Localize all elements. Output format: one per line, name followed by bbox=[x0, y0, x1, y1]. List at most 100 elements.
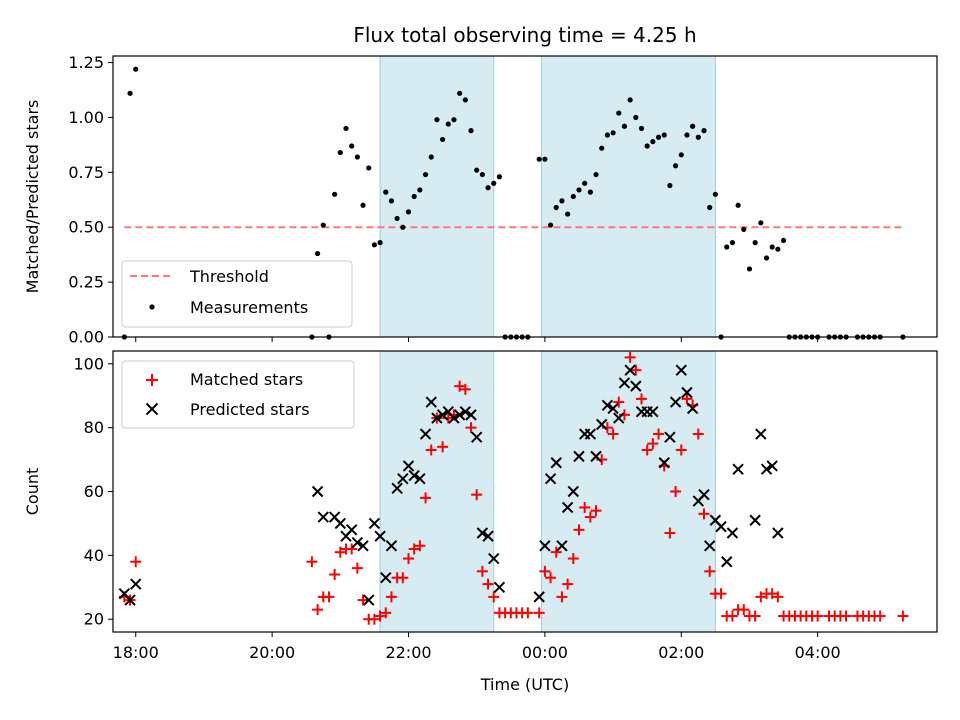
matched-star-marker bbox=[675, 444, 687, 456]
predicted-star-marker bbox=[493, 581, 506, 594]
measurement-point bbox=[633, 114, 639, 121]
measurement-point bbox=[672, 163, 679, 169]
measurement-point bbox=[582, 180, 588, 186]
x-tick-label: 02:00 bbox=[658, 643, 704, 662]
bottom-legend-predicted-swatch bbox=[145, 402, 159, 416]
measurement-point bbox=[553, 204, 559, 211]
measurement-point bbox=[621, 123, 628, 129]
matched-star-marker bbox=[323, 591, 335, 603]
bottom-legend: Matched stars Predicted stars bbox=[121, 360, 355, 429]
measurement-point bbox=[133, 66, 139, 72]
predicted-star-marker bbox=[311, 485, 324, 498]
predicted-star-marker bbox=[760, 463, 773, 475]
top-y-tick-label: 1.00 bbox=[68, 108, 104, 127]
matched-star-marker bbox=[897, 610, 909, 622]
measurement-point bbox=[400, 224, 406, 230]
matched-star-marker bbox=[635, 393, 647, 405]
predicted-star-marker bbox=[380, 572, 392, 584]
measurement-point bbox=[388, 198, 395, 204]
predicted-star-marker bbox=[630, 380, 642, 392]
predicted-star-marker bbox=[476, 527, 489, 539]
measurement-point bbox=[383, 189, 389, 195]
measurement-point bbox=[559, 198, 565, 204]
measurement-point bbox=[405, 209, 412, 215]
measurement-point bbox=[542, 156, 548, 162]
matched-star-marker bbox=[664, 527, 676, 539]
measurement-point bbox=[411, 193, 417, 200]
predicted-star-marker bbox=[368, 517, 381, 530]
measurement-point bbox=[468, 128, 474, 134]
top-y-tick-label: 0.75 bbox=[68, 163, 104, 182]
measurement-point bbox=[422, 171, 429, 178]
predicted-star-marker bbox=[732, 463, 744, 475]
measurement-point bbox=[655, 134, 662, 140]
matched-star-marker bbox=[380, 607, 392, 619]
measurement-point bbox=[769, 244, 775, 250]
matched-star-marker bbox=[414, 540, 426, 552]
predicted-star-marker bbox=[448, 412, 460, 424]
measurement-point bbox=[343, 125, 349, 132]
measurement-point bbox=[616, 110, 622, 116]
measurement-point bbox=[746, 266, 753, 272]
x-tick-label: 18:00 bbox=[113, 643, 159, 662]
measurement-point bbox=[775, 246, 781, 252]
predicted-star-marker bbox=[419, 428, 432, 440]
predicted-star-marker bbox=[698, 488, 710, 501]
measurement-point bbox=[650, 139, 656, 145]
predicted-star-marker bbox=[658, 457, 670, 469]
predicted-star-marker bbox=[453, 409, 466, 421]
measurement-point bbox=[457, 90, 463, 96]
measurement-point bbox=[638, 125, 645, 132]
matched-star-marker bbox=[715, 588, 727, 600]
top-panel-ticks: 0.00 0.25 0.50 0.75 1.00 1.25 bbox=[68, 53, 819, 347]
measurement-point bbox=[440, 136, 446, 143]
measurement-point bbox=[735, 202, 741, 208]
predicted-star-marker bbox=[539, 540, 551, 552]
predicted-star-marker bbox=[385, 540, 398, 552]
matched-star-marker bbox=[766, 588, 778, 600]
measurement-point bbox=[678, 152, 684, 158]
predicted-star-marker bbox=[703, 540, 716, 552]
measurement-point bbox=[780, 237, 787, 244]
predicted-star-marker bbox=[664, 431, 676, 443]
predicted-star-marker bbox=[624, 364, 636, 376]
predicted-star-marker bbox=[357, 540, 369, 552]
matched-star-marker bbox=[357, 594, 369, 606]
matched-star-marker bbox=[874, 610, 886, 622]
top-y-tick-label: 0.00 bbox=[68, 328, 104, 347]
x-tick-label: 20:00 bbox=[249, 643, 295, 662]
matched-star-marker bbox=[647, 438, 659, 450]
top-legend-threshold-label: Threshold bbox=[189, 267, 269, 286]
measurement-point bbox=[610, 130, 616, 136]
matched-star-marker bbox=[749, 610, 761, 622]
bottom-y-tick-label: 40 bbox=[84, 546, 104, 565]
measurement-point bbox=[366, 165, 372, 171]
matched-star-marker bbox=[562, 578, 574, 590]
matched-star-marker bbox=[590, 505, 602, 517]
bottom-y-tick-label: 60 bbox=[84, 482, 104, 501]
predicted-star-marker bbox=[488, 552, 500, 565]
measurement-point bbox=[684, 132, 690, 138]
bottom-panel-frame bbox=[112, 350, 938, 633]
measurement-point bbox=[417, 187, 423, 193]
matched-star-marker bbox=[840, 610, 852, 622]
top-shaded-interval bbox=[379, 55, 495, 338]
matched-star-marker bbox=[420, 492, 432, 504]
predicted-star-marker bbox=[334, 517, 347, 530]
measurement-point bbox=[451, 117, 457, 123]
matched-star-marker bbox=[550, 546, 562, 558]
measurement-point bbox=[587, 189, 593, 195]
matched-star-marker bbox=[613, 396, 625, 408]
matched-star-marker bbox=[539, 565, 551, 577]
predicted-star-marker bbox=[550, 457, 562, 469]
predicted-star-marker bbox=[431, 412, 443, 424]
top-legend-box bbox=[121, 260, 353, 328]
top-y-axis-title: Matched/Predicted stars bbox=[23, 100, 42, 294]
predicted-star-marker bbox=[402, 460, 415, 472]
measurement-point bbox=[485, 185, 491, 191]
predicted-star-marker bbox=[749, 514, 761, 526]
predicted-star-marker bbox=[363, 594, 375, 606]
matched-star-marker bbox=[471, 489, 483, 501]
predicted-star-marker bbox=[567, 485, 580, 498]
predicted-star-marker bbox=[715, 520, 727, 533]
